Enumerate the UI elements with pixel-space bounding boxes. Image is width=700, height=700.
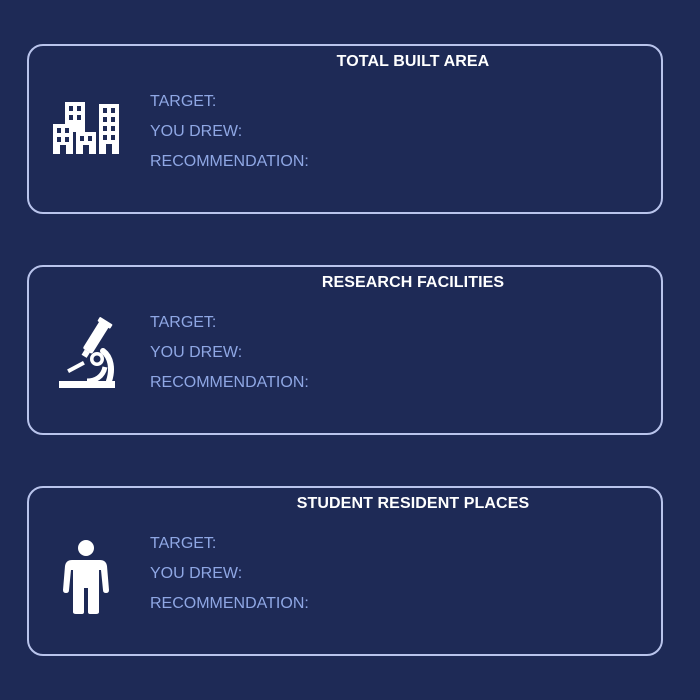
target-label: TARGET: (150, 93, 217, 110)
student-resident-places-card: STUDENT RESIDENT PLACES TARGET: YOU DREW… (27, 486, 663, 656)
you-drew-label: YOU DREW: (150, 565, 243, 582)
microscope-icon (51, 317, 125, 395)
card-fields: TARGET: YOU DREW: RECOMMENDATION: (150, 529, 309, 619)
target-label: TARGET: (150, 314, 217, 331)
recommendation-label: RECOMMENDATION: (150, 595, 309, 612)
recommendation-label: RECOMMENDATION: (150, 374, 309, 391)
card-title: STUDENT RESIDENT PLACES (296, 495, 530, 512)
recommendation-label: RECOMMENDATION: (150, 153, 309, 170)
person-icon (51, 538, 125, 616)
target-label: TARGET: (150, 535, 217, 552)
research-facilities-card: RESEARCH FACILITIES TARGET: YOU DREW: RE… (27, 265, 663, 435)
you-drew-label: YOU DREW: (150, 344, 243, 361)
card-title: RESEARCH FACILITIES (321, 274, 505, 291)
you-drew-label: YOU DREW: (150, 123, 243, 140)
card-fields: TARGET: YOU DREW: RECOMMENDATION: (150, 308, 309, 398)
buildings-icon (51, 96, 125, 174)
card-fields: TARGET: YOU DREW: RECOMMENDATION: (150, 87, 309, 177)
card-title: TOTAL BUILT AREA (336, 53, 490, 70)
total-built-area-card: TOTAL BUILT AREA (27, 44, 663, 214)
